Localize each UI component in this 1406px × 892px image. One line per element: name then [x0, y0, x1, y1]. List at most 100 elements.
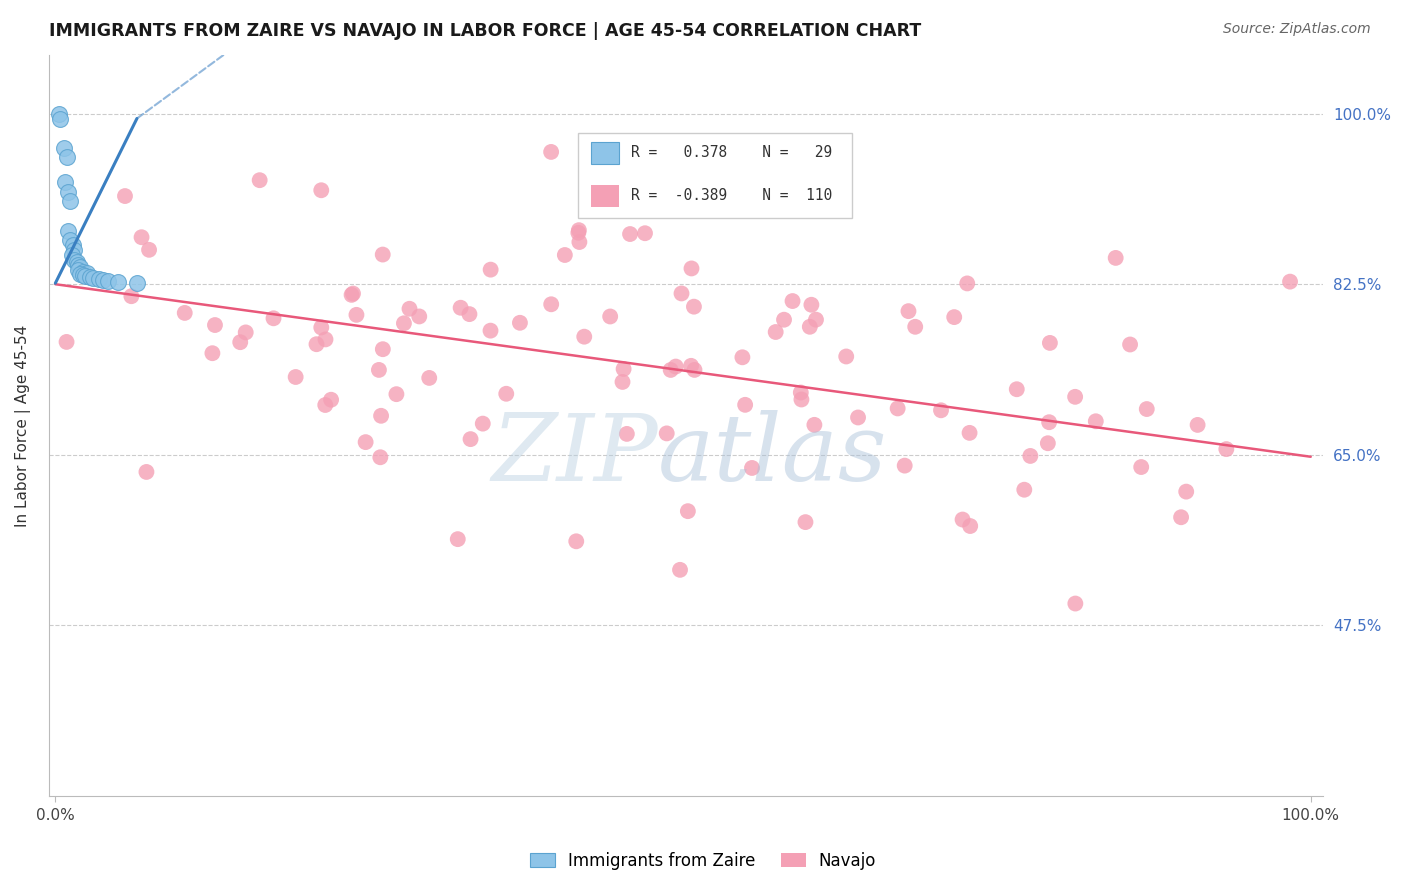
Point [55, 151, 77, 165]
Point [734, 398, 756, 412]
Point [669, 563, 692, 577]
Point [568, 235, 591, 249]
Point [1064, 390, 1087, 404]
Point [773, 312, 796, 326]
Point [114, 189, 136, 203]
Point [613, 362, 636, 376]
Point [567, 226, 589, 240]
Point [125, 277, 148, 291]
Point [681, 261, 703, 276]
Point [471, 417, 494, 431]
Point [398, 301, 420, 316]
Point [135, 465, 157, 479]
Point [655, 426, 678, 441]
Point [952, 512, 974, 526]
Point [59, 233, 82, 247]
Point [53, 141, 76, 155]
Point [1039, 335, 1062, 350]
Point [447, 532, 470, 546]
Point [599, 310, 621, 324]
Point [1136, 402, 1159, 417]
Point [799, 319, 821, 334]
Point [97, 274, 120, 288]
Point [1170, 510, 1192, 524]
Point [612, 375, 634, 389]
Point [741, 461, 763, 475]
Point [201, 346, 224, 360]
Point [342, 286, 364, 301]
Point [634, 226, 657, 240]
Point [368, 363, 391, 377]
Point [354, 435, 377, 450]
Point [408, 310, 430, 324]
Point [370, 409, 392, 423]
Point [1175, 484, 1198, 499]
Point [63, 243, 86, 257]
Point [509, 316, 531, 330]
Point [659, 363, 682, 377]
Point [235, 326, 257, 340]
Point [263, 311, 285, 326]
Point [683, 300, 706, 314]
Point [56, 185, 79, 199]
Point [314, 398, 336, 412]
Point [790, 385, 813, 400]
Point [249, 173, 271, 187]
Point [82, 271, 104, 285]
Point [392, 316, 415, 330]
Point [540, 145, 562, 159]
Y-axis label: In Labor Force | Age 45-54: In Labor Force | Age 45-54 [15, 325, 31, 526]
Point [665, 359, 688, 374]
Point [55, 334, 77, 349]
Point [790, 392, 813, 407]
Point [66, 262, 89, 277]
Point [1014, 483, 1036, 497]
Point [886, 401, 908, 416]
Point [72, 268, 94, 283]
Point [794, 515, 817, 529]
Point [956, 277, 979, 291]
Point [683, 363, 706, 377]
Point [305, 337, 328, 351]
Point [138, 243, 160, 257]
Point [943, 310, 966, 325]
Point [479, 324, 502, 338]
Point [731, 351, 754, 365]
Text: atlas: atlas [658, 410, 887, 500]
Point [63, 252, 86, 267]
Point [1084, 414, 1107, 428]
Point [204, 318, 226, 332]
Point [284, 370, 307, 384]
Point [565, 534, 588, 549]
Point [540, 297, 562, 311]
Point [1130, 460, 1153, 475]
Point [904, 319, 927, 334]
Point [1036, 436, 1059, 450]
Point [1038, 415, 1060, 429]
Point [804, 312, 827, 326]
Point [59, 194, 82, 209]
FancyBboxPatch shape [578, 133, 852, 219]
Text: IMMIGRANTS FROM ZAIRE VS NAVAJO IN LABOR FORCE | AGE 45-54 CORRELATION CHART: IMMIGRANTS FROM ZAIRE VS NAVAJO IN LABOR… [49, 22, 921, 40]
Point [309, 183, 332, 197]
Point [681, 359, 703, 373]
Point [458, 307, 481, 321]
FancyBboxPatch shape [591, 142, 619, 164]
Point [62, 238, 84, 252]
Point [1187, 417, 1209, 432]
Point [1279, 275, 1302, 289]
Point [385, 387, 408, 401]
Point [368, 450, 391, 465]
Point [66, 254, 89, 268]
Point [619, 227, 641, 241]
Point [91, 273, 114, 287]
Text: Source: ZipAtlas.com: Source: ZipAtlas.com [1223, 22, 1371, 37]
Point [1119, 337, 1142, 351]
Point [60, 248, 83, 262]
Point [131, 230, 153, 244]
Point [340, 288, 363, 302]
Point [959, 519, 981, 533]
Point [616, 426, 638, 441]
Point [671, 286, 693, 301]
Point [76, 267, 98, 281]
